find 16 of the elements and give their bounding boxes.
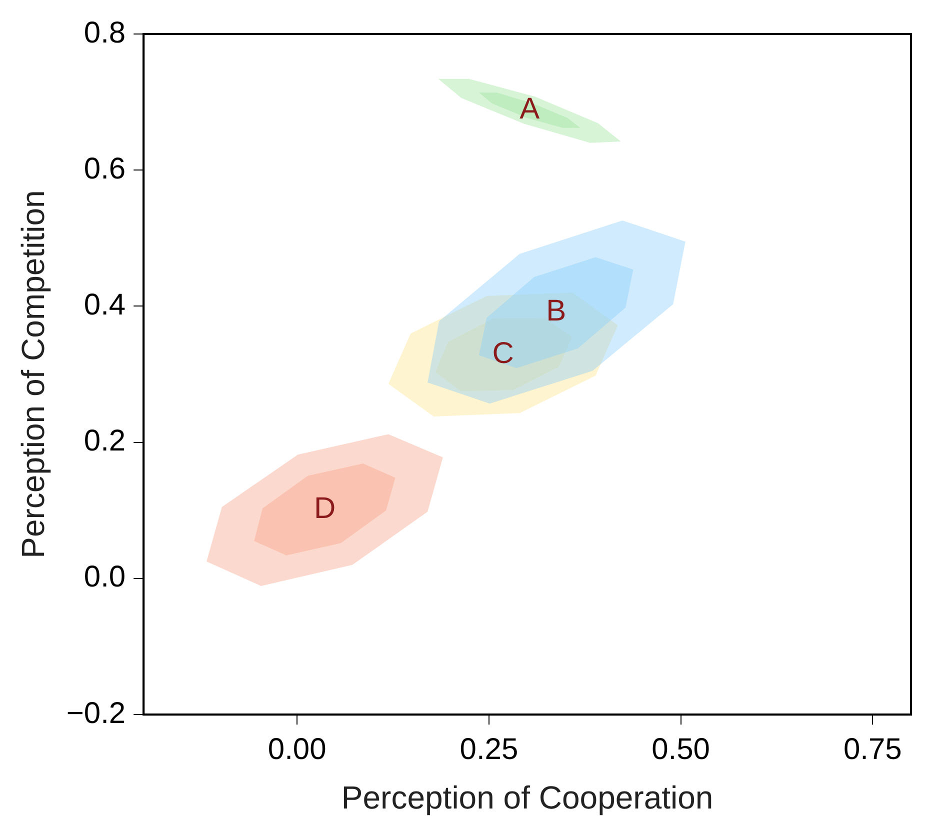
- y-tick-label: 0.6: [84, 152, 126, 186]
- series-label: C: [492, 336, 514, 370]
- x-tick-label: 0.25: [460, 732, 518, 766]
- series-label: A: [520, 92, 540, 126]
- x-tick-label: 0.50: [652, 732, 710, 766]
- series-label: D: [314, 492, 336, 525]
- y-tick-label: 0.4: [84, 288, 126, 322]
- x-tick-label: 0.00: [268, 732, 326, 766]
- x-axis-title: Perception of Cooperation: [341, 780, 714, 816]
- y-axis-title: Perception of Competition: [15, 190, 52, 558]
- y-tick-label: 0.8: [84, 16, 126, 50]
- y-tick-label: 0.0: [84, 560, 126, 594]
- y-tick-label: −0.2: [66, 696, 126, 730]
- series-label: B: [546, 294, 566, 328]
- x-tick-label: 0.75: [843, 732, 902, 766]
- y-tick-label: 0.2: [84, 424, 126, 458]
